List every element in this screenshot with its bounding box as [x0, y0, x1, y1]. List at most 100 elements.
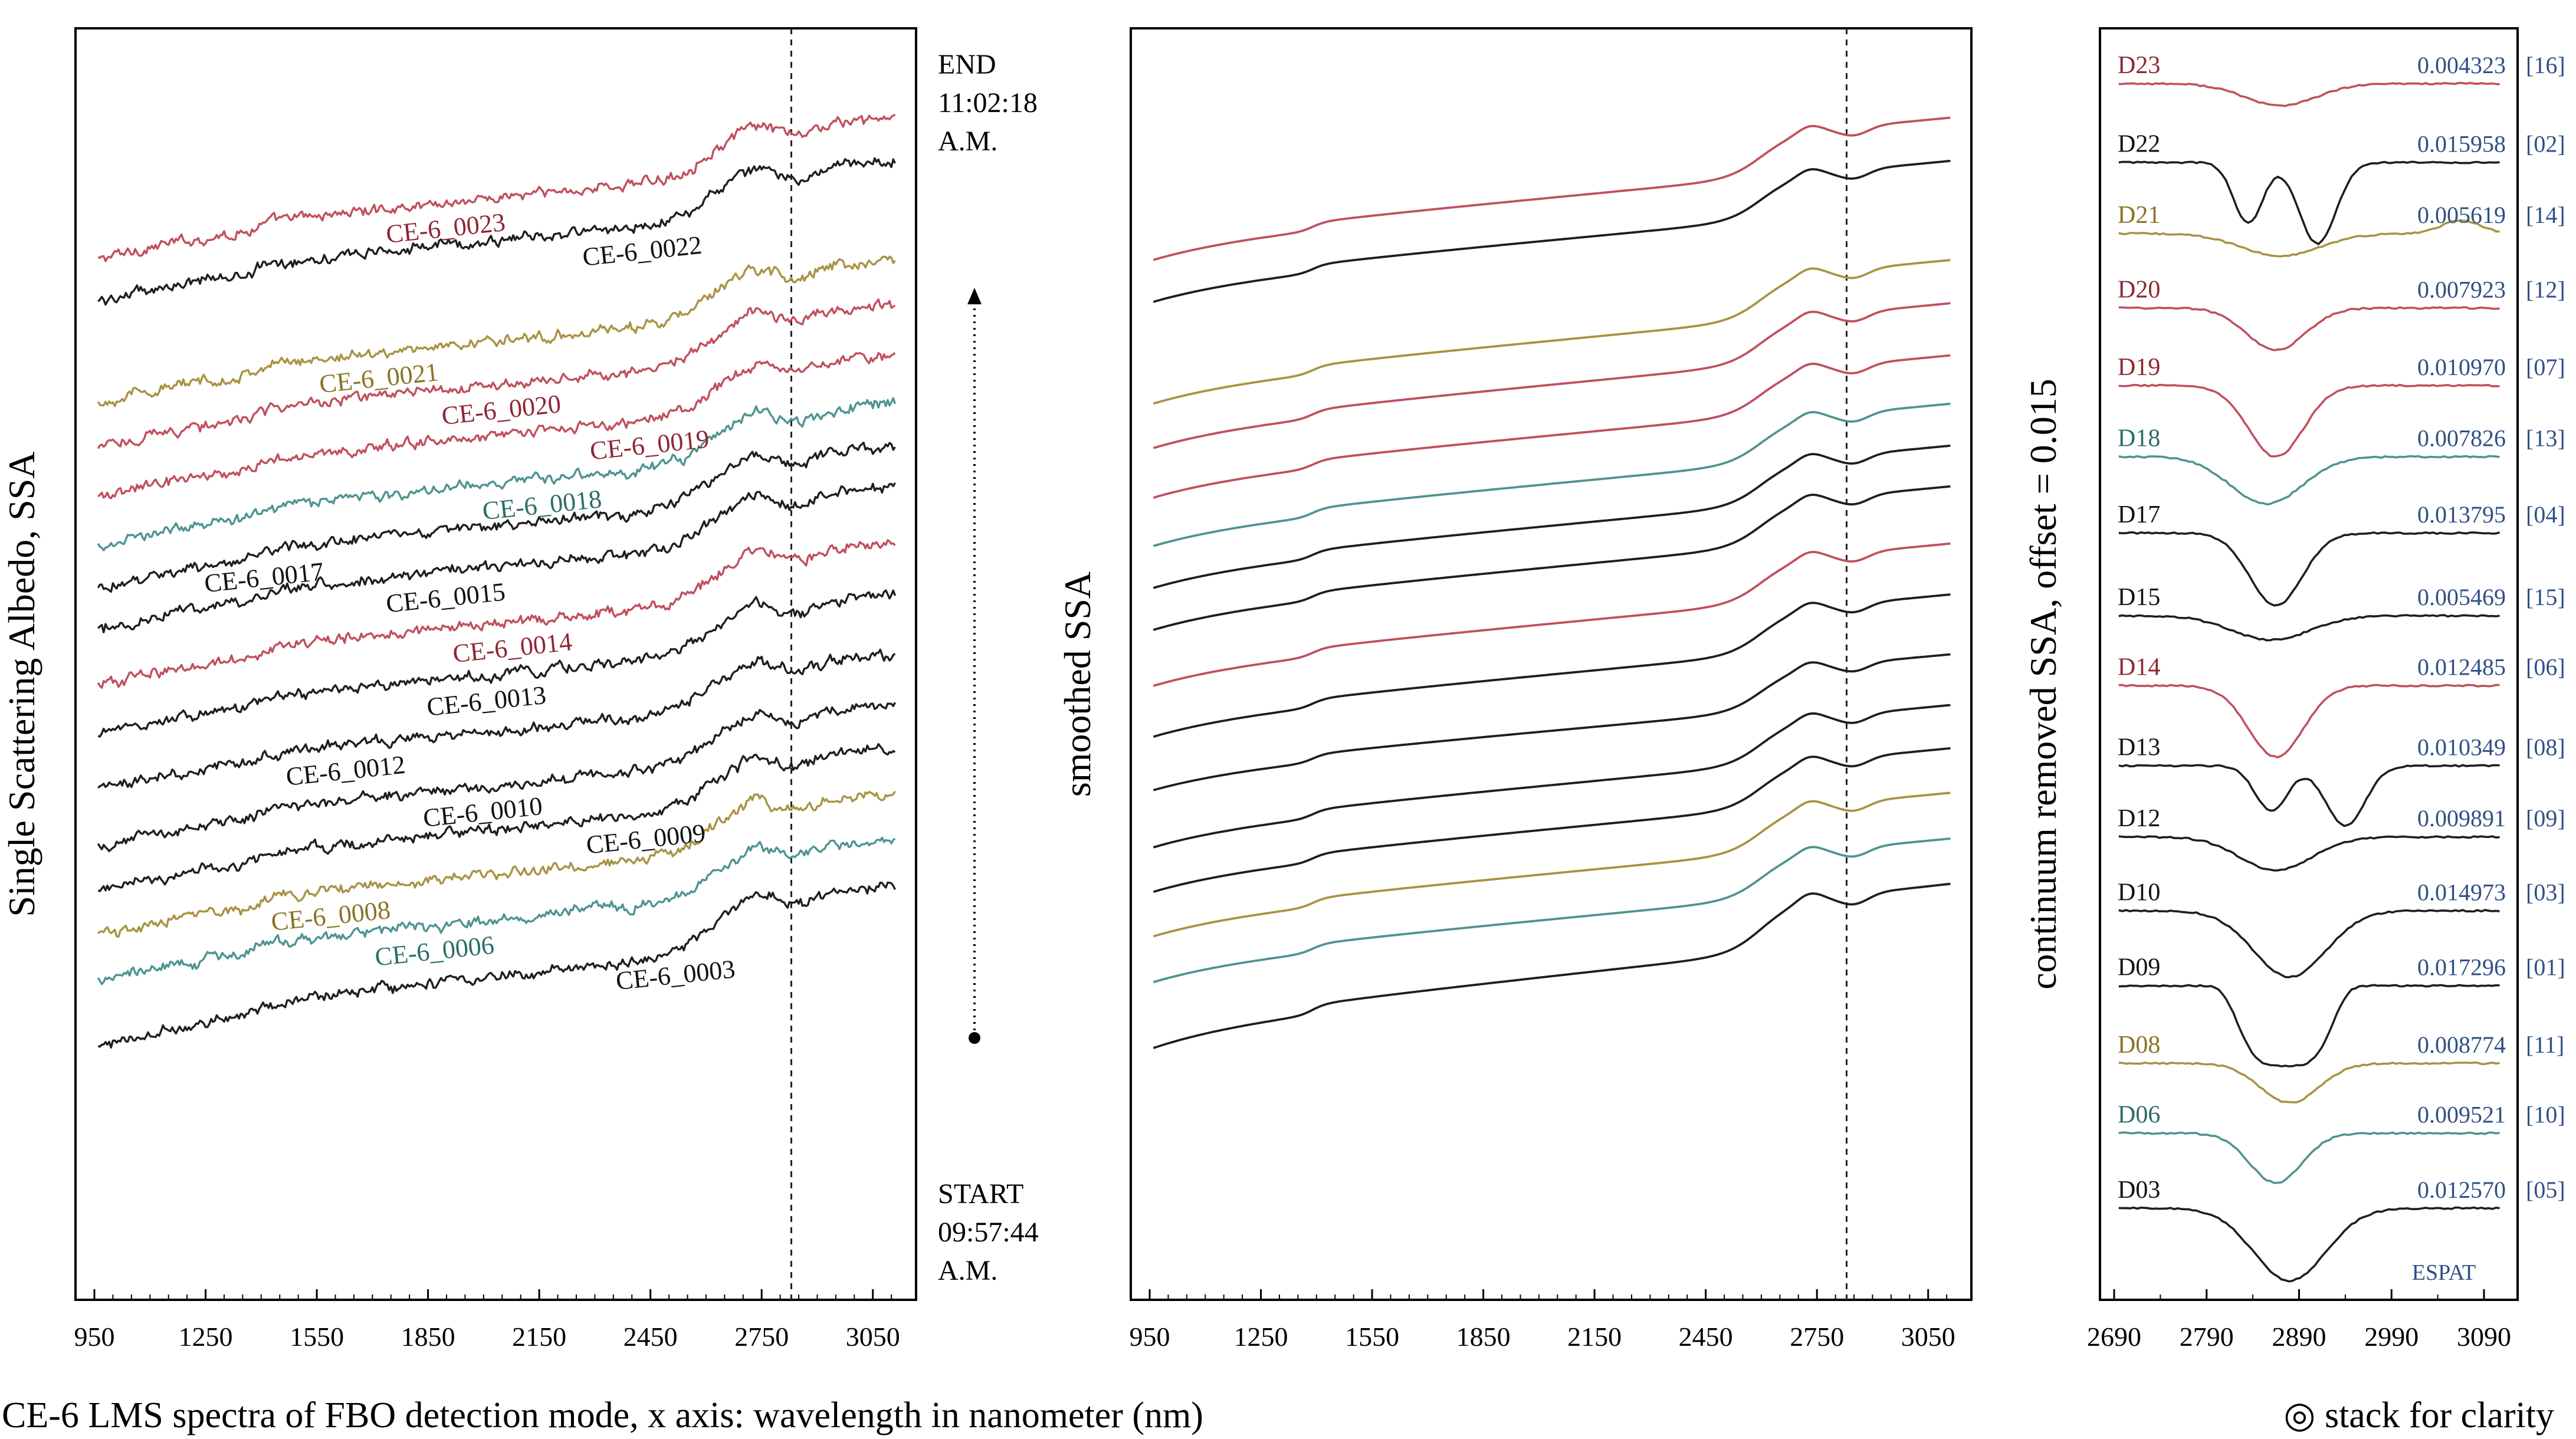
continuum-series-name: D14 [2118, 654, 2160, 681]
raw-series-label: CE-6_0020 [440, 389, 562, 431]
raw-xtick-label: 1250 [179, 1322, 233, 1352]
continuum-rank-index: [13] [2526, 425, 2565, 452]
continuum-band-depth: 0.013795 [2417, 501, 2506, 528]
smoothed-xtick-label: 950 [1130, 1322, 1170, 1352]
raw-series-ce-6-0021 [97, 255, 896, 408]
raw-series-ce-6-0009 [97, 743, 896, 892]
smoothed-series-ce-6-0009 [1153, 747, 1951, 893]
start-label: START [938, 1178, 1023, 1210]
time-arrow-start-dot [969, 1032, 980, 1044]
raw-series-ce-6-0012 [97, 648, 896, 789]
continuum-band-depth: 0.005619 [2417, 202, 2506, 228]
raw-series-ce-6-0022 [97, 157, 896, 306]
smoothed-series-ce-6-0006 [1153, 837, 1951, 984]
panel-continuum-frame [2099, 27, 2519, 1301]
smoothed-y-axis-label: smoothed SSA [1056, 571, 1098, 797]
continuum-series-d06 [2118, 1131, 2500, 1184]
continuum-rank-index: [01] [2526, 954, 2565, 980]
raw-xtick-label: 950 [74, 1322, 115, 1352]
continuum-series-d17 [2118, 531, 2500, 607]
continuum-series-name: D12 [2118, 805, 2160, 832]
end-meridiem: A.M. [938, 126, 997, 157]
panel-continuum-tick-layer: 2690 2790 2890 2990 3090 [2087, 1289, 2511, 1352]
continuum-band-depth: 0.010349 [2417, 734, 2506, 760]
raw-xtick-label: 2750 [734, 1322, 789, 1352]
smoothed-xtick-label: 1850 [1456, 1322, 1511, 1352]
panel-continuum-label-layer: D23 0.004323 [16] D22 0.015958 [02] D21 0.00561… [2118, 52, 2565, 1204]
raw-series-ce-6-0014 [97, 539, 896, 689]
start-meridiem: A.M. [938, 1255, 997, 1286]
continuum-rank-index: [08] [2526, 734, 2565, 760]
continuum-band-depth: 0.007923 [2417, 276, 2506, 303]
continuum-xtick-label: 2990 [2364, 1322, 2419, 1352]
continuum-series-d12 [2118, 835, 2500, 872]
continuum-series-d13 [2118, 764, 2500, 827]
continuum-xtick-label: 2890 [2272, 1322, 2326, 1352]
smoothed-series-ce-6-0021 [1153, 259, 1951, 405]
continuum-watermark: ESPAT [2412, 1260, 2476, 1285]
raw-series-label: CE-6_0010 [422, 791, 544, 833]
continuum-series-d19 [2118, 383, 2500, 458]
raw-series-ce-6-0023 [97, 113, 896, 262]
continuum-band-depth: 0.008774 [2417, 1031, 2506, 1058]
smoothed-series-ce-6-0019 [1153, 354, 1951, 499]
continuum-series-name: D22 [2118, 130, 2160, 157]
continuum-band-depth: 0.009891 [2417, 805, 2506, 832]
continuum-band-depth: 0.017296 [2417, 954, 2506, 980]
continuum-band-depth: 0.005469 [2417, 584, 2506, 610]
panel-continuum-series-layer [2118, 81, 2500, 1283]
continuum-rank-index: [16] [2526, 52, 2565, 78]
raw-xtick-label: 2150 [512, 1322, 566, 1352]
continuum-band-depth: 0.014973 [2417, 879, 2506, 905]
raw-series-ce-6-0018 [97, 397, 897, 551]
continuum-band-depth: 0.015958 [2417, 130, 2506, 157]
panel-raw-series-layer [97, 113, 897, 1049]
continuum-rank-index: [07] [2526, 354, 2565, 380]
continuum-series-name: D10 [2118, 879, 2160, 906]
raw-series-label: CE-6_0014 [451, 627, 573, 668]
continuum-series-name: D19 [2118, 354, 2160, 381]
smoothed-xtick-label: 2750 [1790, 1322, 1844, 1352]
continuum-y-axis-label: continuum removed SSA, offset = 0.015 [2022, 379, 2064, 990]
smoothed-series-ce-6-0012 [1153, 653, 1951, 791]
continuum-series-d10 [2118, 909, 2500, 978]
smoothed-series-ce-6-0015 [1153, 485, 1951, 631]
smoothed-series-ce-6-0023 [1153, 116, 1951, 261]
raw-series-ce-6-0008 [97, 790, 896, 938]
continuum-series-d08 [2118, 1061, 2500, 1104]
raw-series-ce-6-0017 [97, 441, 896, 593]
raw-series-ce-6-0003 [97, 881, 896, 1049]
continuum-series-d14 [2118, 684, 2500, 759]
panel-raw-tick-layer: 950 1250 1550 1850 2150 2450 2750 3050 [74, 1289, 900, 1352]
continuum-rank-index: [06] [2526, 654, 2565, 681]
caption-right: ◎ stack for clarity [2283, 1395, 2554, 1435]
smoothed-series-ce-6-0020 [1153, 302, 1951, 449]
continuum-xtick-label: 3090 [2457, 1322, 2511, 1352]
raw-series-ce-6-0010 [97, 702, 896, 852]
continuum-rank-index: [04] [2526, 501, 2565, 528]
raw-y-axis-label: Single Scattering Albedo, SSA [1, 451, 42, 916]
continuum-series-name: D21 [2118, 202, 2160, 229]
smoothed-series-ce-6-0017 [1153, 444, 1951, 589]
continuum-xtick-label: 2790 [2180, 1322, 2234, 1352]
continuum-series-name: D03 [2118, 1177, 2160, 1204]
raw-series-ce-6-0006 [97, 836, 896, 985]
caption-left: CE-6 LMS spectra of FBO detection mode, … [2, 1395, 1203, 1435]
continuum-series-name: D13 [2118, 734, 2160, 761]
raw-series-label: CE-6_0015 [385, 577, 507, 618]
continuum-band-depth: 0.012485 [2417, 654, 2506, 681]
smoothed-series-ce-6-0008 [1153, 791, 1951, 938]
continuum-rank-index: [15] [2526, 584, 2565, 610]
continuum-series-name: D09 [2118, 954, 2160, 981]
raw-series-ce-6-0015 [97, 482, 896, 633]
continuum-xtick-label: 2690 [2087, 1322, 2141, 1352]
start-time: 09:57:44 [938, 1217, 1039, 1248]
smoothed-series-ce-6-0018 [1153, 402, 1951, 547]
continuum-series-d03 [2118, 1206, 2500, 1283]
raw-series-label: CE-6_0012 [284, 750, 406, 791]
continuum-rank-index: [10] [2526, 1102, 2565, 1128]
panel-raw: CE-6_0023CE-6_0022CE-6_0021CE-6_0020CE-6… [1, 27, 917, 1352]
smoothed-series-ce-6-0014 [1153, 542, 1951, 687]
continuum-band-depth: 0.004323 [2417, 52, 2506, 78]
